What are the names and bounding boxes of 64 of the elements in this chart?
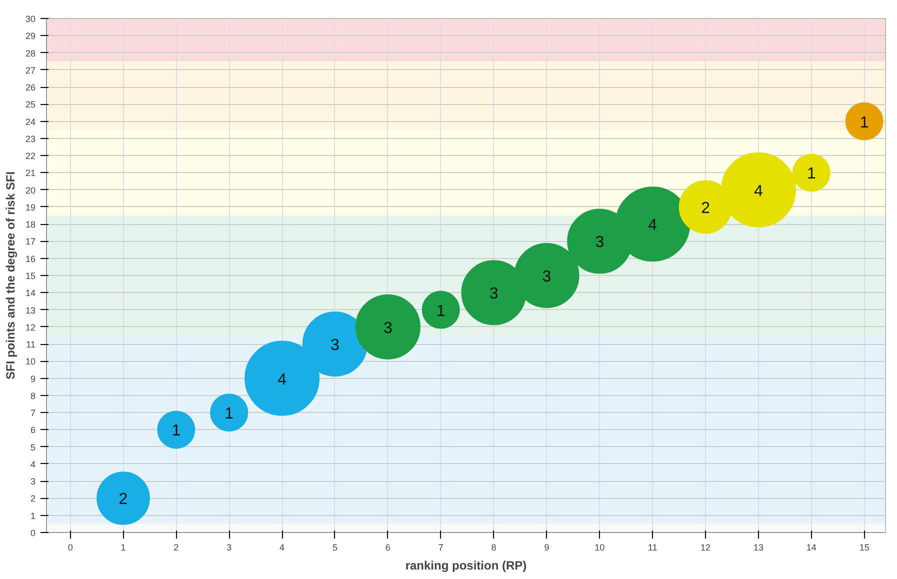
- x-tick-label: 13: [753, 542, 764, 552]
- y-tick-label: 7: [30, 408, 36, 418]
- data-label: 1: [436, 302, 446, 320]
- x-tick-label: 5: [332, 542, 338, 552]
- x-tick-label: 9: [544, 542, 550, 552]
- x-tick-label: 3: [226, 542, 232, 552]
- y-tick-label: 18: [25, 220, 36, 230]
- x-tick-label: 4: [280, 542, 285, 552]
- data-label: 1: [806, 166, 816, 183]
- y-tick-label: 2: [30, 494, 36, 504]
- data-label: 3: [330, 337, 340, 354]
- x-tick-label: 8: [491, 542, 496, 552]
- y-tick-label: 16: [25, 254, 36, 264]
- y-tick-label: 1: [30, 510, 36, 521]
- data-label: 1: [172, 422, 181, 440]
- x-tick-label: 15: [859, 542, 870, 552]
- y-tick-label: 10: [25, 356, 36, 367]
- data-label: 4: [278, 371, 287, 388]
- x-tick-label: 12: [700, 542, 711, 552]
- data-label: 4: [648, 217, 658, 234]
- y-tick-label: 21: [25, 168, 36, 178]
- y-tick-label: 22: [25, 151, 36, 162]
- y-axis-title: SFI points and the degree of risk SFI: [3, 171, 18, 380]
- data-label: 3: [595, 234, 604, 252]
- x-tick-label: 2: [174, 542, 179, 552]
- x-tick-label: 10: [594, 542, 605, 552]
- data-label: 1: [860, 114, 869, 132]
- y-tick-label: 20: [25, 185, 36, 196]
- y-tick-label: 17: [25, 236, 36, 247]
- data-label: 3: [383, 320, 392, 337]
- y-tick-label: 27: [25, 65, 36, 76]
- x-tick-label: 0: [68, 542, 73, 552]
- data-label: 3: [489, 286, 498, 303]
- y-tick-label: 25: [25, 100, 36, 110]
- y-tick-label: 0: [30, 528, 36, 538]
- y-tick-label: 3: [30, 476, 36, 487]
- x-axis-title: ranking position (RP): [405, 558, 527, 572]
- y-tick-label: 6: [30, 425, 36, 436]
- x-tick-label: 6: [385, 542, 390, 552]
- data-label: 1: [224, 406, 234, 423]
- x-tick-label: 7: [438, 542, 444, 552]
- y-tick-label: 4: [30, 459, 36, 470]
- y-tick-label: 8: [30, 390, 36, 401]
- y-tick-label: 5: [30, 442, 36, 452]
- data-label: 2: [118, 491, 128, 508]
- y-tick-label: 28: [25, 48, 36, 58]
- y-tick-label: 9: [30, 374, 36, 384]
- y-tick-label: 12: [25, 322, 36, 332]
- data-label: 2: [701, 200, 710, 217]
- x-tick-label: 11: [648, 542, 658, 552]
- x-tick-label: 1: [120, 542, 126, 552]
- y-tick-label: 14: [25, 288, 36, 298]
- y-tick-label: 29: [25, 31, 36, 42]
- y-tick-label: 26: [25, 82, 36, 93]
- y-tick-label: 23: [25, 134, 36, 144]
- y-tick-label: 30: [25, 14, 36, 24]
- y-tick-label: 15: [25, 271, 36, 281]
- y-tick-label: 11: [26, 340, 36, 350]
- data-label: 4: [754, 182, 764, 200]
- data-label: 3: [542, 268, 552, 286]
- y-tick-label: 13: [25, 305, 36, 316]
- y-tick-label: 24: [25, 116, 36, 127]
- y-tick-label: 19: [25, 202, 36, 212]
- x-tick-label: 14: [806, 542, 816, 552]
